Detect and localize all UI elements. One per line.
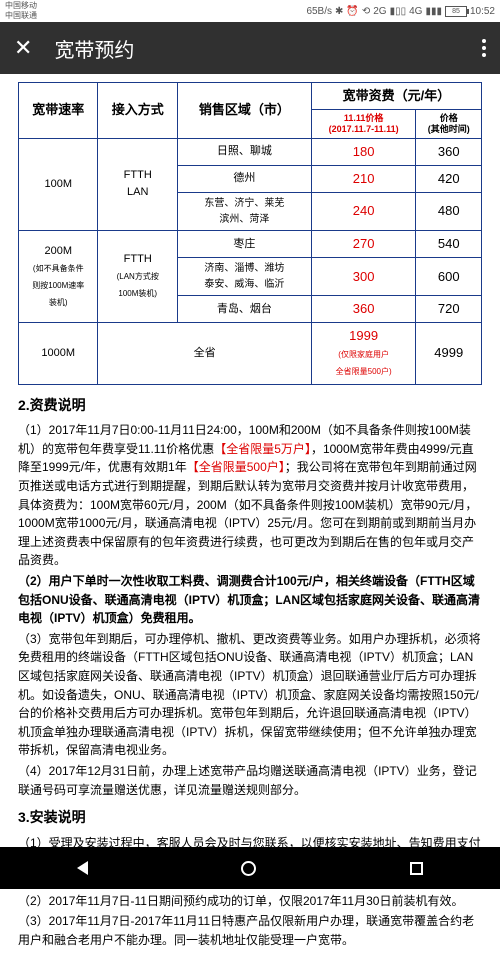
th-fee: 宽带资费（元/年） [311, 83, 481, 110]
access-note: (LAN方式按 100M装机) [117, 272, 159, 298]
cell-promo: 1999 (仅限家庭用户 全省限量500户) [311, 323, 416, 384]
net-speed: 65B/s [306, 6, 332, 17]
table-row: 100M FTTH LAN 日照、聊城 180 360 [19, 138, 482, 165]
cell-normal: 360 [416, 138, 482, 165]
access-ftth: FTTH [124, 253, 152, 265]
status-bar: 中国移动 中国联通 65B/s ✱ ⏰ ⟲ 2G ▮▯▯ 4G ▮▮▮ 85 1… [0, 0, 500, 22]
page-title: 宽带预约 [54, 34, 482, 63]
speed-note: (如不具备条件 则按100M速率 装机) [32, 264, 84, 307]
cell-normal: 4999 [416, 323, 482, 384]
bluetooth-icon: ✱ [335, 6, 343, 17]
table-row: 200M (如不具备条件 则按100M速率 装机) FTTH (LAN方式按 1… [19, 231, 482, 258]
cell-access: FTTH LAN [98, 138, 177, 230]
app-header: ✕ 宽带预约 [0, 22, 500, 74]
close-icon[interactable]: ✕ [14, 35, 32, 61]
sync-icon: ⟲ [362, 6, 370, 17]
cell-area: 全省 [98, 323, 311, 384]
normal-header-text: 价格 [440, 113, 458, 123]
signal-2g: 2G [373, 6, 386, 17]
promo-date-text: (2017.11.7-11.11) [329, 124, 399, 134]
section3-p2: （2）2017年11月7日-11日期间预约成功的订单，仅限2017年11月30日… [18, 892, 482, 911]
recent-icon[interactable] [410, 862, 423, 875]
speed-200m: 200M [44, 245, 72, 257]
cell-normal: 480 [416, 193, 482, 231]
cell-area: 青岛、烟台 [177, 296, 311, 323]
section2-p3: （3）宽带包年到期后，可办理停机、撤机、更改资费等业务。如用户办理拆机，必须将免… [18, 630, 482, 760]
th-promo: 11.11价格 (2017.11.7-11.11) [311, 110, 416, 139]
cell-normal: 420 [416, 165, 482, 192]
normal-note-text: (其他时间) [428, 124, 470, 134]
cell-speed: 200M (如不具备条件 则按100M速率 装机) [19, 231, 98, 323]
section3-p3: （3）2017年11月7日-2017年11月11日特惠产品仅限新用户办理，联通宽… [18, 912, 482, 949]
cell-promo: 360 [311, 296, 416, 323]
nav-bar [0, 847, 500, 889]
carrier-2: 中国联通 [5, 11, 37, 21]
signal-bars-icon-2: ▮▮▮ [425, 6, 442, 17]
promo-header-text: 11.11价格 [344, 113, 384, 123]
promo-note: (仅限家庭用户 全省限量500户) [336, 350, 392, 376]
cell-normal: 540 [416, 231, 482, 258]
cell-promo: 300 [311, 258, 416, 296]
section2-p2: （2）用户下单时一次性收取工料费、调测费合计100元/户，相关终端设备（FTTH… [18, 572, 482, 628]
cell-normal: 720 [416, 296, 482, 323]
promo-1999: 1999 [349, 328, 378, 343]
signal-4g: 4G [409, 6, 422, 17]
clock: 10:52 [470, 6, 495, 17]
battery-icon: 85 [445, 6, 467, 17]
content-area: 宽带速率 接入方式 销售区域（市） 宽带资费（元/年） 11.11价格 (201… [0, 74, 500, 959]
p1c: ；我公司将在宽带包年到期前通过网页推送或电话方式进行到期提醒，到期后默认转为宽带… [18, 460, 477, 567]
home-icon[interactable] [241, 861, 256, 876]
back-icon[interactable] [77, 861, 88, 875]
cell-area: 日照、聊城 [177, 138, 311, 165]
section2-title: 2.资费说明 [18, 395, 482, 417]
cell-speed: 100M [19, 138, 98, 230]
cell-area: 德州 [177, 165, 311, 192]
cell-area: 济南、淄博、潍坊 泰安、威海、临沂 [177, 258, 311, 296]
p2-bold: （2）用户下单时一次性收取工料费、调测费合计100元/户，相关终端设备（FTTH… [18, 574, 480, 625]
section2-p1: （1）2017年11月7日0:00-11月11日24:00，100M和200M（… [18, 421, 482, 570]
carrier-labels: 中国移动 中国联通 [5, 1, 37, 21]
table-row: 1000M 全省 1999 (仅限家庭用户 全省限量500户) 4999 [19, 323, 482, 384]
section3-title: 3.安装说明 [18, 807, 482, 829]
alarm-icon: ⏰ [346, 6, 358, 17]
status-right: 65B/s ✱ ⏰ ⟲ 2G ▮▯▯ 4G ▮▮▮ 85 10:52 [306, 6, 495, 17]
th-access: 接入方式 [98, 83, 177, 139]
th-area: 销售区域（市） [177, 83, 311, 139]
carrier-1: 中国移动 [5, 1, 37, 11]
cell-normal: 600 [416, 258, 482, 296]
cell-promo: 180 [311, 138, 416, 165]
section2-p4: （4）2017年12月31日前，办理上述宽带产品均赠送联通高清电视（IPTV）业… [18, 762, 482, 799]
cell-promo: 210 [311, 165, 416, 192]
more-icon[interactable] [482, 39, 486, 57]
th-speed: 宽带速率 [19, 83, 98, 139]
p1-red2: 【全省限量500户】 [187, 460, 285, 474]
cell-speed: 1000M [19, 323, 98, 384]
cell-area: 枣庄 [177, 231, 311, 258]
pricing-table: 宽带速率 接入方式 销售区域（市） 宽带资费（元/年） 11.11价格 (201… [18, 82, 482, 385]
cell-promo: 270 [311, 231, 416, 258]
signal-bars-icon: ▮▯▯ [390, 6, 407, 17]
p1-red1: 【全省限量5万户】 [214, 442, 311, 456]
th-normal: 价格 (其他时间) [416, 110, 482, 139]
cell-area: 东营、济宁、莱芜 滨州、菏泽 [177, 193, 311, 231]
cell-access: FTTH (LAN方式按 100M装机) [98, 231, 177, 323]
cell-promo: 240 [311, 193, 416, 231]
